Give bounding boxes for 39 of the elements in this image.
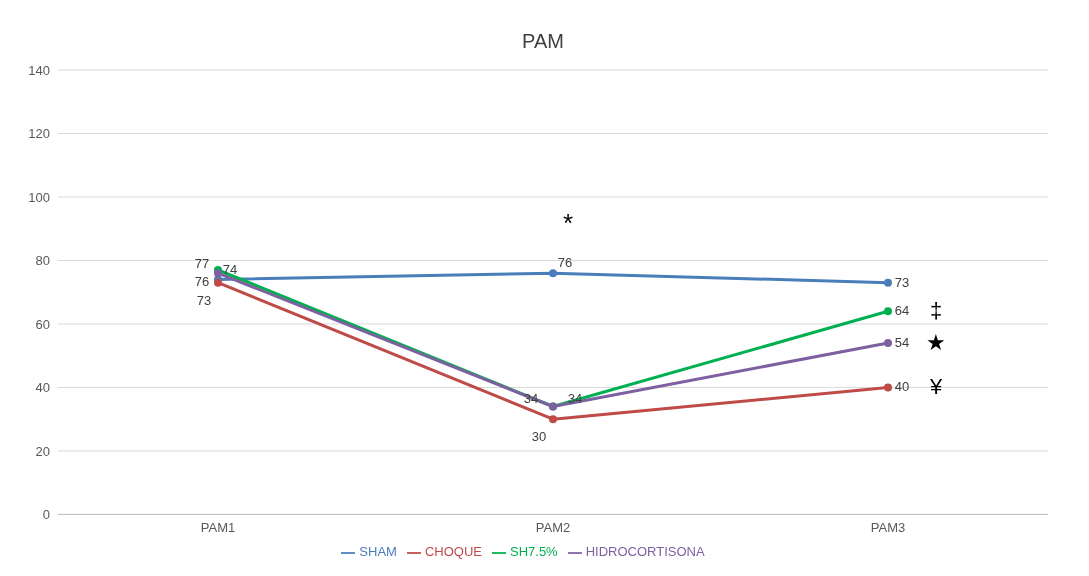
legend-label: CHOQUE — [424, 544, 482, 560]
annotation: * — [561, 208, 575, 239]
data-label: 74 — [222, 261, 238, 277]
data-label: 40 — [894, 379, 910, 395]
point — [884, 339, 892, 348]
point — [214, 269, 222, 278]
x-tick-label: PAM1 — [200, 519, 236, 535]
chart-title: PAM — [521, 29, 565, 54]
data-label: 73 — [196, 292, 212, 308]
data-label: 64 — [894, 303, 910, 319]
data-label: 34 — [567, 390, 583, 406]
data-label: 73 — [894, 274, 910, 290]
y-tick-label: 0 — [42, 507, 50, 523]
point — [884, 383, 892, 392]
y-tick-label: 100 — [28, 189, 50, 205]
y-tick-label: 40 — [35, 380, 50, 396]
data-label: 77 — [194, 256, 210, 271]
y-tick-label: 60 — [35, 316, 50, 332]
data-label: 30 — [531, 429, 547, 445]
y-tick-label: 80 — [35, 253, 50, 269]
point — [884, 278, 892, 287]
annotation: ‡ — [929, 298, 943, 324]
legend-label: SH7.5% — [509, 544, 558, 560]
point — [884, 307, 892, 316]
y-tick-label: 120 — [28, 126, 50, 142]
x-tick-label: PAM2 — [535, 519, 571, 535]
data-label: 54 — [894, 335, 910, 351]
x-tick-label: PAM3 — [870, 519, 906, 535]
point — [549, 415, 557, 424]
y-tick-label: 20 — [35, 443, 50, 459]
annotation: ★ — [926, 330, 946, 356]
data-label: 76 — [557, 255, 573, 271]
legend-label: SHAM — [359, 544, 397, 560]
point — [549, 269, 557, 278]
legend-label: HIDROCORTISONA — [585, 544, 705, 560]
y-tick-label: 140 — [28, 62, 50, 78]
data-label: 76 — [194, 274, 210, 290]
annotation: ¥ — [928, 374, 943, 400]
data-label: 34 — [523, 390, 539, 406]
